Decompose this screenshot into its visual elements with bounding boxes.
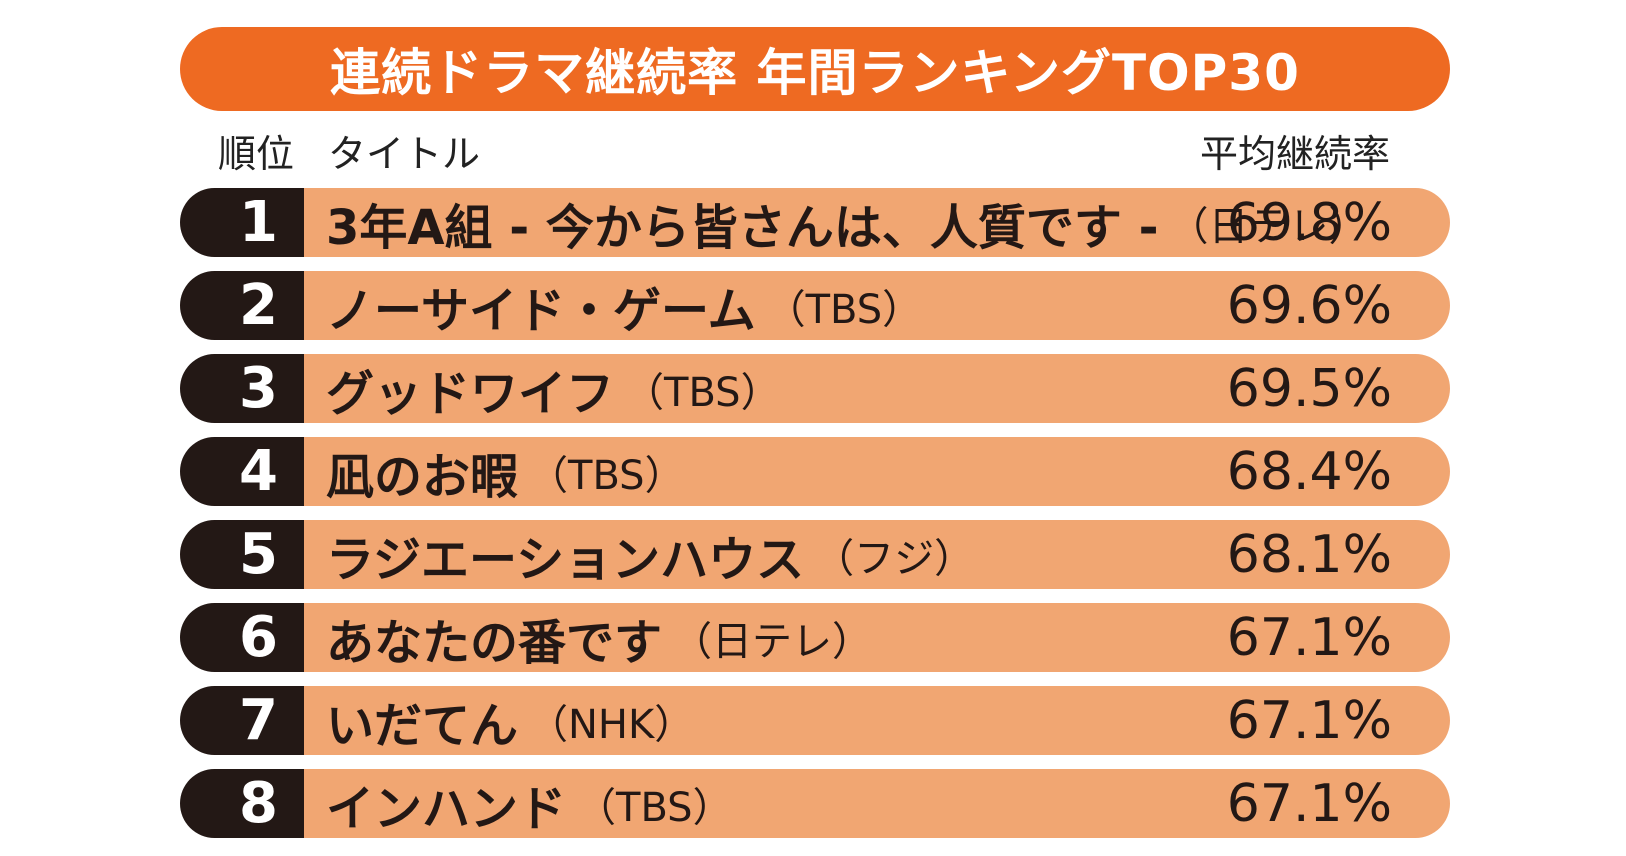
drama-title: 3年A組 - 今から皆さんは、人質です - [326, 199, 1159, 256]
drama-title: いだてん [326, 697, 519, 754]
table-row: 8 インハンド （TBS） 67.1% [180, 769, 1450, 838]
title-bar: 3年A組 - 今から皆さんは、人質です - （日テレ） 69.8% [304, 188, 1450, 257]
rank-cell: 6 [180, 603, 304, 672]
table-row: 1 3年A組 - 今から皆さんは、人質です - （日テレ） 69.8% [180, 188, 1450, 257]
rank-cell: 3 [180, 354, 304, 423]
rank-cell: 7 [180, 686, 304, 755]
drama-title: ノーサイド・ゲーム [326, 282, 756, 339]
title-bar: グッドワイフ （TBS） 69.5% [304, 354, 1450, 423]
retention-rate: 69.8% [1226, 192, 1392, 253]
retention-rate: 69.5% [1226, 358, 1392, 419]
table-row: 2 ノーサイド・ゲーム （TBS） 69.6% [180, 271, 1450, 340]
rank-cell: 5 [180, 520, 304, 589]
title-bar: あなたの番です （日テレ） 67.1% [304, 603, 1450, 672]
title-bar: インハンド （TBS） 67.1% [304, 769, 1450, 838]
retention-rate: 69.6% [1226, 275, 1392, 336]
network-label: （日テレ） [672, 618, 873, 665]
retention-rate: 67.1% [1226, 690, 1392, 751]
table-row: 7 いだてん （NHK） 67.1% [180, 686, 1450, 755]
header-rank: 順位 [218, 131, 295, 176]
rank-cell: 4 [180, 437, 304, 506]
rank-cell: 1 [180, 188, 304, 257]
title-bar: 凪のお暇 （TBS） 68.4% [304, 437, 1450, 506]
drama-title: 凪のお暇 [326, 448, 519, 505]
header-title: タイトル [328, 131, 481, 176]
retention-rate: 67.1% [1226, 607, 1392, 668]
ranking-table: 1 3年A組 - 今から皆さんは、人質です - （日テレ） 69.8% 2 ノーサイド・ゲ… [180, 188, 1450, 852]
network-label: （TBS） [624, 369, 781, 416]
title-bar: いだてん （NHK） 67.1% [304, 686, 1450, 755]
network-label: （NHK） [528, 701, 695, 748]
table-row: 3 グッドワイフ （TBS） 69.5% [180, 354, 1450, 423]
rank-cell: 8 [180, 769, 304, 838]
network-label: （日テレ） [1168, 203, 1369, 250]
table-row: 4 凪のお暇 （TBS） 68.4% [180, 437, 1450, 506]
retention-rate: 68.1% [1226, 524, 1392, 585]
network-label: （TBS） [576, 784, 733, 831]
title-bar: ラジエーションハウス （フジ） 68.1% [304, 520, 1450, 589]
drama-title: ラジエーションハウス [326, 531, 805, 588]
network-label: （フジ） [814, 535, 975, 582]
drama-title: あなたの番です [326, 614, 663, 671]
chart-title-banner: 連続ドラマ継続率 年間ランキングTOP30 [180, 27, 1450, 111]
chart-title: 連続ドラマ継続率 年間ランキングTOP30 [330, 44, 1300, 102]
table-row: 5 ラジエーションハウス （フジ） 68.1% [180, 520, 1450, 589]
network-label: （TBS） [528, 452, 685, 499]
header-rate: 平均継続率 [1199, 131, 1390, 176]
table-row: 6 あなたの番です （日テレ） 67.1% [180, 603, 1450, 672]
retention-rate: 67.1% [1226, 773, 1392, 834]
title-bar: ノーサイド・ゲーム （TBS） 69.6% [304, 271, 1450, 340]
retention-rate: 68.4% [1226, 441, 1392, 502]
drama-title: グッドワイフ [326, 365, 615, 422]
rank-cell: 2 [180, 271, 304, 340]
drama-title: インハンド [326, 780, 567, 837]
network-label: （TBS） [765, 286, 923, 333]
